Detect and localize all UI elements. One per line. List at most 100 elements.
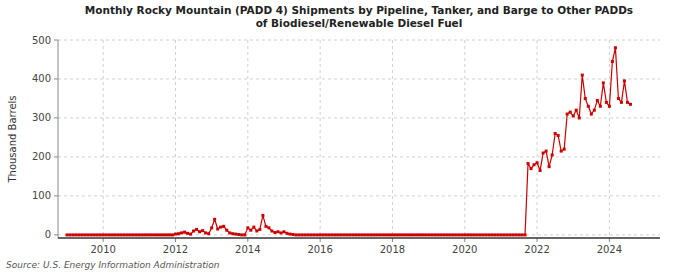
data-point: [99, 233, 102, 236]
data-point: [539, 169, 542, 172]
data-point: [530, 167, 533, 170]
y-tick-label: 0: [45, 229, 51, 240]
data-point: [246, 226, 249, 229]
data-point: [298, 233, 301, 236]
y-tick: [54, 156, 58, 157]
data-point: [442, 233, 445, 236]
x-tick-label: 2020: [452, 244, 477, 255]
data-point: [617, 97, 620, 100]
data-point: [222, 225, 225, 228]
data-point: [346, 233, 349, 236]
data-point: [382, 233, 385, 236]
grid: [58, 40, 660, 238]
data-point: [542, 152, 545, 155]
data-point: [195, 228, 198, 231]
data-point: [153, 233, 156, 236]
data-point: [427, 233, 430, 236]
title-line: of Biodiesel/Renewable Diesel Fuel: [256, 17, 463, 29]
x-tick-label: 2014: [235, 244, 260, 255]
data-point: [349, 233, 352, 236]
data-point: [252, 226, 255, 229]
plot-area: [66, 46, 632, 236]
data-point: [216, 228, 219, 231]
x-grid-line: [464, 40, 465, 238]
data-point: [316, 233, 319, 236]
data-point: [505, 233, 508, 236]
data-point: [364, 233, 367, 236]
data-point: [207, 232, 210, 235]
data-point: [551, 153, 554, 156]
y-tick-label: 200: [32, 151, 51, 162]
data-point: [397, 233, 400, 236]
x-grid-line: [103, 40, 104, 238]
data-point: [307, 233, 310, 236]
y-tick-label: 100: [32, 190, 51, 201]
data-point: [367, 233, 370, 236]
data-point: [171, 233, 174, 236]
data-point: [545, 150, 548, 153]
data-point: [508, 233, 511, 236]
data-point: [373, 233, 376, 236]
data-point: [376, 233, 379, 236]
data-point: [159, 233, 162, 236]
data-point: [524, 233, 527, 236]
data-point: [496, 233, 499, 236]
data-point: [412, 233, 415, 236]
data-point: [490, 233, 493, 236]
data-point: [379, 233, 382, 236]
data-point: [358, 233, 361, 236]
y-tick: [54, 78, 58, 79]
data-point: [285, 232, 288, 235]
data-point: [261, 214, 264, 217]
data-point: [415, 233, 418, 236]
data-point: [273, 231, 276, 234]
data-point: [313, 233, 316, 236]
data-point: [406, 233, 409, 236]
data-point: [192, 229, 195, 232]
data-point: [141, 233, 144, 236]
data-point: [430, 233, 433, 236]
data-point: [424, 233, 427, 236]
data-point: [132, 233, 135, 236]
data-point: [78, 233, 81, 236]
data-point: [536, 161, 539, 164]
data-point: [587, 105, 590, 108]
data-point: [180, 231, 183, 234]
data-point: [620, 101, 623, 104]
data-point: [123, 233, 126, 236]
data-point: [228, 231, 231, 234]
data-point: [448, 233, 451, 236]
data-point: [469, 233, 472, 236]
data-point: [370, 233, 373, 236]
data-point: [566, 113, 569, 116]
x-tick-label: 2010: [90, 244, 115, 255]
data-point: [445, 233, 448, 236]
data-point: [421, 233, 424, 236]
title: Monthly Rocky Mountain (PADD 4) Shipment…: [85, 4, 633, 29]
data-point: [596, 99, 599, 102]
data-point: [487, 233, 490, 236]
data-point: [204, 231, 207, 234]
data-point: [334, 233, 337, 236]
data-point: [572, 115, 575, 118]
data-point: [147, 233, 150, 236]
data-point: [310, 233, 313, 236]
y-tick: [54, 195, 58, 196]
data-point: [514, 233, 517, 236]
data-point: [129, 233, 132, 236]
data-point: [548, 165, 551, 168]
data-point: [608, 105, 611, 108]
data-point: [527, 162, 530, 165]
data-point: [105, 233, 108, 236]
data-point: [328, 233, 331, 236]
x-grid-line: [247, 40, 248, 238]
y-grid-line: [58, 78, 660, 79]
data-point: [436, 233, 439, 236]
data-point: [210, 226, 213, 229]
data-point: [219, 226, 222, 229]
data-point: [626, 101, 629, 104]
data-point: [511, 233, 514, 236]
data-point: [255, 229, 258, 232]
data-point: [472, 233, 475, 236]
data-point: [403, 233, 406, 236]
